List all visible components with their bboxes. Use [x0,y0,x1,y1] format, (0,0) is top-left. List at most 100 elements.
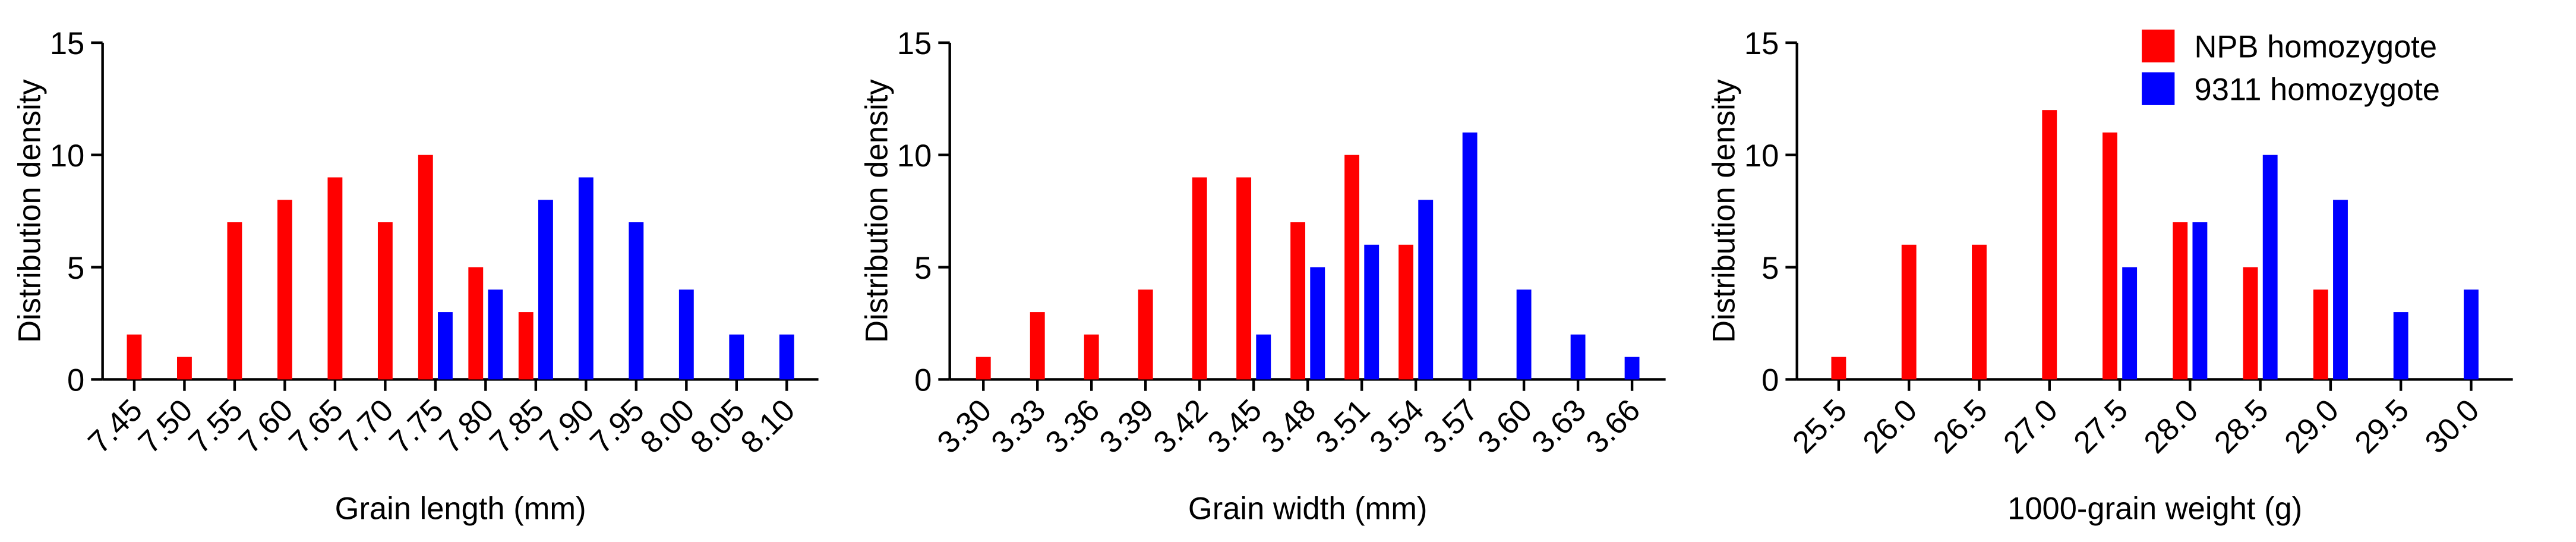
bar [1138,289,1153,380]
x-tick-label: 28.0 [2137,392,2205,460]
x-axis-label: Grain width (mm) [1188,491,1428,526]
bar [468,267,484,380]
x-tick-label: 3.42 [1147,392,1214,460]
y-axis-label: Distribution density [1707,79,1742,343]
bar [1972,244,1987,380]
x-tick-label: 8.10 [734,392,801,460]
bar [418,155,433,380]
x-tick-label: 7.90 [533,392,601,460]
x-tick-label: 7.45 [81,392,149,460]
x-tick-label: 29.5 [2348,392,2416,460]
bar [1570,334,1586,380]
y-tick-label: 15 [897,26,932,61]
bar [1364,244,1379,380]
x-tick-label: 3.57 [1417,392,1485,460]
bar [976,357,991,380]
x-axis-label: Grain length (mm) [335,491,586,526]
bar [1516,289,1532,380]
bar [1256,334,1271,380]
bar [2192,222,2208,380]
x-tick-label: 3.36 [1038,392,1106,460]
bar [1236,177,1252,380]
bar [2122,267,2138,380]
bar [227,222,242,380]
bar [2333,200,2348,380]
x-tick-label: 7.60 [232,392,300,460]
bar [1901,244,1917,380]
x-tick-label: 3.33 [984,392,1052,460]
bar [1399,244,1413,380]
x-tick-label: 3.63 [1525,392,1593,460]
bar [538,200,553,380]
x-tick-label: 7.95 [583,392,651,460]
bar [377,222,393,380]
bar [1831,357,1846,380]
bar [488,289,503,380]
x-tick-label: 25.5 [1786,392,1854,460]
bar [1192,177,1207,380]
x-tick-label: 29.0 [2278,392,2345,460]
bar [578,177,594,380]
legend-label: 9311 homozygote [2195,73,2441,108]
x-tick-label: 3.39 [1093,392,1160,460]
bar [1462,132,1478,380]
bar [1344,155,1360,380]
bar [1310,267,1325,380]
y-axis-label: Distribution density [860,79,895,343]
bar [729,334,744,380]
bar [1030,312,1045,380]
x-tick-label: 7.50 [132,392,200,460]
bar [127,334,142,380]
x-tick-label: 26.5 [1927,392,1994,460]
legend-label: NPB homozygote [2195,30,2438,65]
bar [2103,132,2117,380]
y-tick-label: 5 [914,251,932,286]
x-tick-label: 8.00 [633,392,701,460]
y-tick-label: 0 [67,363,84,398]
x-tick-label: 7.80 [433,392,500,460]
y-axis-label: Distribution density [12,79,48,343]
legend-swatch [2142,29,2175,63]
y-tick-label: 15 [1744,26,1779,61]
x-tick-label: 7.75 [383,392,450,460]
bar [177,357,192,380]
x-tick-label: 27.0 [1997,392,2064,460]
x-tick-label: 28.5 [2208,392,2275,460]
bar [779,334,794,380]
x-tick-label: 3.48 [1255,392,1322,460]
bar [277,200,292,380]
y-tick-label: 5 [67,251,84,286]
x-tick-label: 8.05 [684,392,752,460]
x-tick-label: 7.65 [282,392,350,460]
y-tick-label: 0 [914,363,932,398]
bar [2243,267,2258,380]
bar [2262,155,2278,380]
bar [438,312,453,380]
x-tick-label: 3.60 [1471,392,1539,460]
bar [1418,200,1434,380]
y-tick-label: 5 [1761,251,1779,286]
x-tick-label: 3.51 [1309,392,1377,460]
x-axis-label: 1000-grain weight (g) [2007,491,2302,526]
y-tick-label: 10 [50,138,84,174]
x-tick-label: 3.45 [1201,392,1268,460]
bar [327,177,343,380]
y-tick-label: 10 [897,138,932,174]
bar [2313,289,2328,380]
y-tick-label: 0 [1761,363,1779,398]
x-tick-label: 27.5 [2067,392,2135,460]
bar [1624,357,1640,380]
bar [2173,222,2188,380]
y-tick-label: 10 [1744,138,1779,174]
bar [2393,312,2408,380]
bar [2464,289,2479,380]
bar [1084,334,1099,380]
x-tick-label: 3.30 [930,392,998,460]
x-tick-label: 30.0 [2419,392,2486,460]
x-tick-label: 7.55 [182,392,250,460]
x-tick-label: 7.70 [332,392,400,460]
y-tick-label: 15 [50,26,84,61]
legend-swatch [2142,72,2175,105]
